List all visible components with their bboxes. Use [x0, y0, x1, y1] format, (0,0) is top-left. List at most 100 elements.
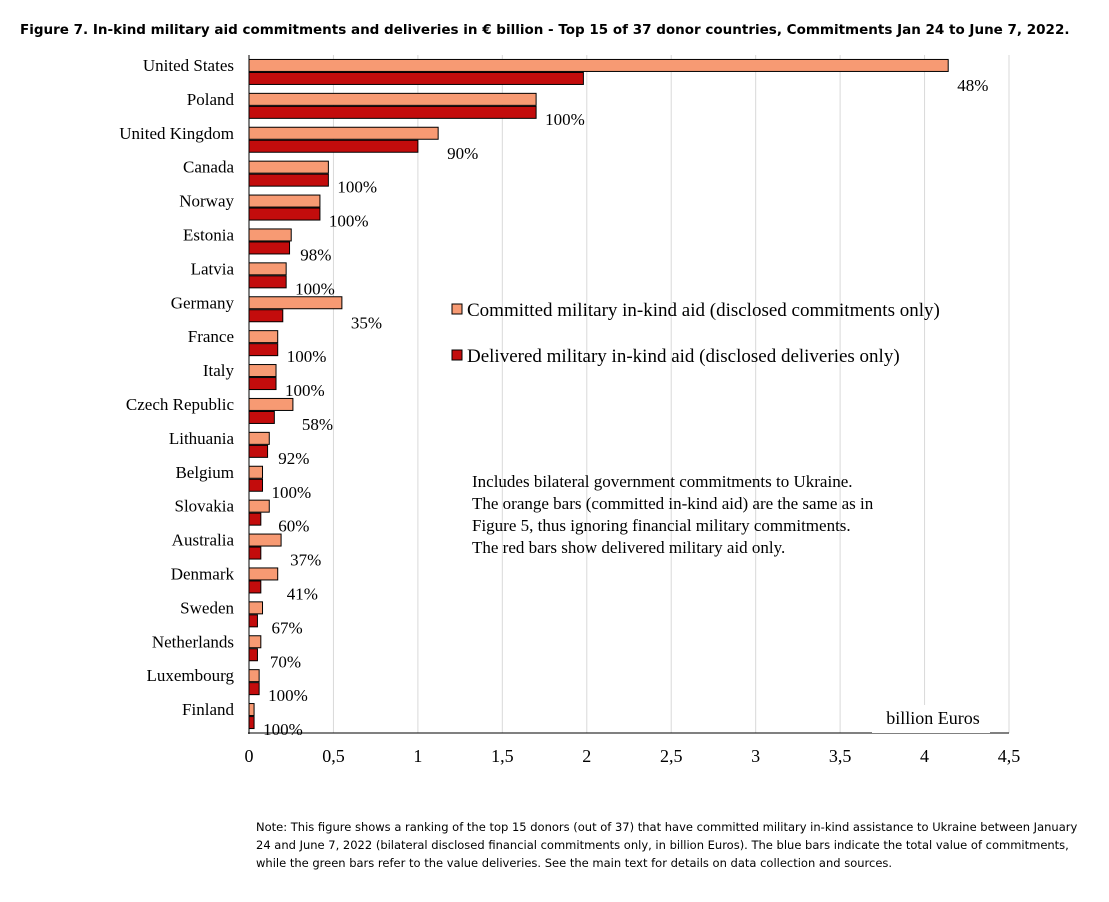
bar-delivered: [248, 309, 284, 323]
data-label: 98%: [300, 245, 331, 264]
category-label: Belgium: [175, 463, 234, 482]
category-label: Czech Republic: [126, 395, 235, 414]
data-label: 41%: [287, 584, 318, 603]
bar-committed: [248, 669, 260, 683]
bar-committed: [248, 567, 279, 581]
bar-committed: [248, 262, 287, 276]
bar-committed: [248, 330, 279, 344]
x-tick-label: 0: [245, 746, 254, 766]
category-label: Lithuania: [169, 429, 235, 448]
legend-swatch-committed: [451, 303, 463, 315]
bar-committed: [248, 465, 264, 479]
annotation-line: Includes bilateral government commitment…: [472, 472, 853, 491]
data-label: 92%: [278, 449, 309, 468]
x-tick-label: 2,5: [660, 746, 683, 766]
bar-chart: United States Poland United Kingdom Canada N…: [119, 55, 1021, 766]
x-axis-label: billion Euros: [886, 708, 980, 728]
x-tick-label: 1,5: [491, 746, 514, 766]
x-tick-label: 0,5: [322, 746, 345, 766]
category-label: Sweden: [180, 598, 234, 617]
bar-committed: [248, 58, 949, 72]
data-label: 100%: [287, 347, 327, 366]
annotation-line: The orange bars (committed in-kind aid) …: [472, 494, 874, 513]
legend-swatch-delivered: [451, 349, 463, 361]
data-label: 60%: [278, 517, 309, 536]
data-label: 100%: [545, 110, 585, 129]
bar-committed: [248, 92, 537, 106]
bar-delivered: [248, 275, 287, 289]
data-label: 100%: [295, 279, 335, 298]
figure-note: Note: This figure shows a ranking of the…: [256, 820, 1078, 870]
category-label: United States: [143, 56, 234, 75]
bar-delivered: [248, 343, 279, 357]
x-tick-label: 3,5: [829, 746, 852, 766]
data-label: 35%: [351, 313, 382, 332]
category-label: Luxembourg: [146, 666, 234, 685]
data-label: 100%: [337, 178, 377, 197]
category-label: Slovakia: [175, 497, 235, 516]
category-labels: United States Poland United Kingdom Canada N…: [119, 56, 234, 719]
data-label: 70%: [270, 652, 301, 671]
bar-committed: [248, 364, 277, 378]
data-label: 58%: [302, 415, 333, 434]
x-tick-label: 3: [751, 746, 760, 766]
x-tick-label: 1: [413, 746, 422, 766]
legend-label: Committed military in-kind aid (disclose…: [467, 300, 940, 321]
category-label: United Kingdom: [119, 124, 234, 143]
bar-delivered: [248, 71, 584, 85]
x-tick-labels: 0 0,5 1 1,5 2 2,5 3 3,5 4 4,5: [245, 746, 1021, 766]
bar-delivered: [248, 377, 277, 391]
bar-delivered: [248, 207, 321, 221]
bar-delivered: [248, 546, 262, 560]
bar-committed: [248, 601, 264, 615]
bar-delivered: [248, 410, 275, 424]
gridlines: [248, 55, 1010, 734]
bar-delivered: [248, 580, 262, 594]
bar-delivered: [248, 105, 537, 119]
bar-committed: [248, 499, 270, 513]
category-label: Norway: [179, 192, 234, 211]
bar-committed: [248, 296, 343, 310]
bar-committed: [248, 228, 292, 242]
bar-committed: [248, 194, 321, 208]
data-label: 37%: [290, 551, 321, 570]
category-label: Finland: [182, 700, 234, 719]
bar-committed: [248, 635, 262, 649]
x-tick-label: 4: [920, 746, 929, 766]
annotation-line: Figure 5, thus ignoring financial milita…: [472, 516, 851, 535]
bar-delivered: [248, 173, 329, 187]
category-label: Italy: [203, 361, 235, 380]
bar-delivered: [248, 512, 262, 526]
category-label: Poland: [187, 90, 235, 109]
bar-delivered: [248, 614, 258, 628]
bars: [248, 58, 949, 730]
bar-delivered: [248, 139, 419, 153]
bar-committed: [248, 126, 439, 140]
annotation: Includes bilateral government commitment…: [472, 472, 874, 557]
x-tick-label: 4,5: [998, 746, 1021, 766]
data-label: 100%: [329, 212, 369, 231]
legend-label: Delivered military in-kind aid (disclose…: [467, 346, 900, 367]
category-label: France: [188, 327, 234, 346]
category-label: Netherlands: [152, 632, 234, 651]
data-label: 100%: [285, 381, 325, 400]
data-label: 90%: [447, 144, 478, 163]
annotation-line: The red bars show delivered military aid…: [472, 538, 785, 557]
category-label: Estonia: [183, 225, 234, 244]
bar-delivered: [248, 682, 260, 696]
x-tick-label: 2: [582, 746, 591, 766]
bar-committed: [248, 160, 329, 174]
bar-delivered: [248, 648, 258, 662]
data-label: 100%: [268, 686, 308, 705]
data-label: 100%: [272, 483, 312, 502]
category-label: Australia: [172, 531, 235, 550]
bar-committed: [248, 533, 282, 547]
data-label: 67%: [272, 618, 303, 637]
xlabel-background: [872, 705, 990, 733]
bar-committed: [248, 431, 270, 445]
bar-committed: [248, 397, 294, 411]
category-label: Canada: [183, 158, 234, 177]
bar-delivered: [248, 716, 255, 730]
bar-delivered: [248, 478, 264, 492]
data-labels: 48% 100% 90% 100% 100% 98% 100% 35% 100% 100% 58% 9…: [263, 76, 988, 739]
